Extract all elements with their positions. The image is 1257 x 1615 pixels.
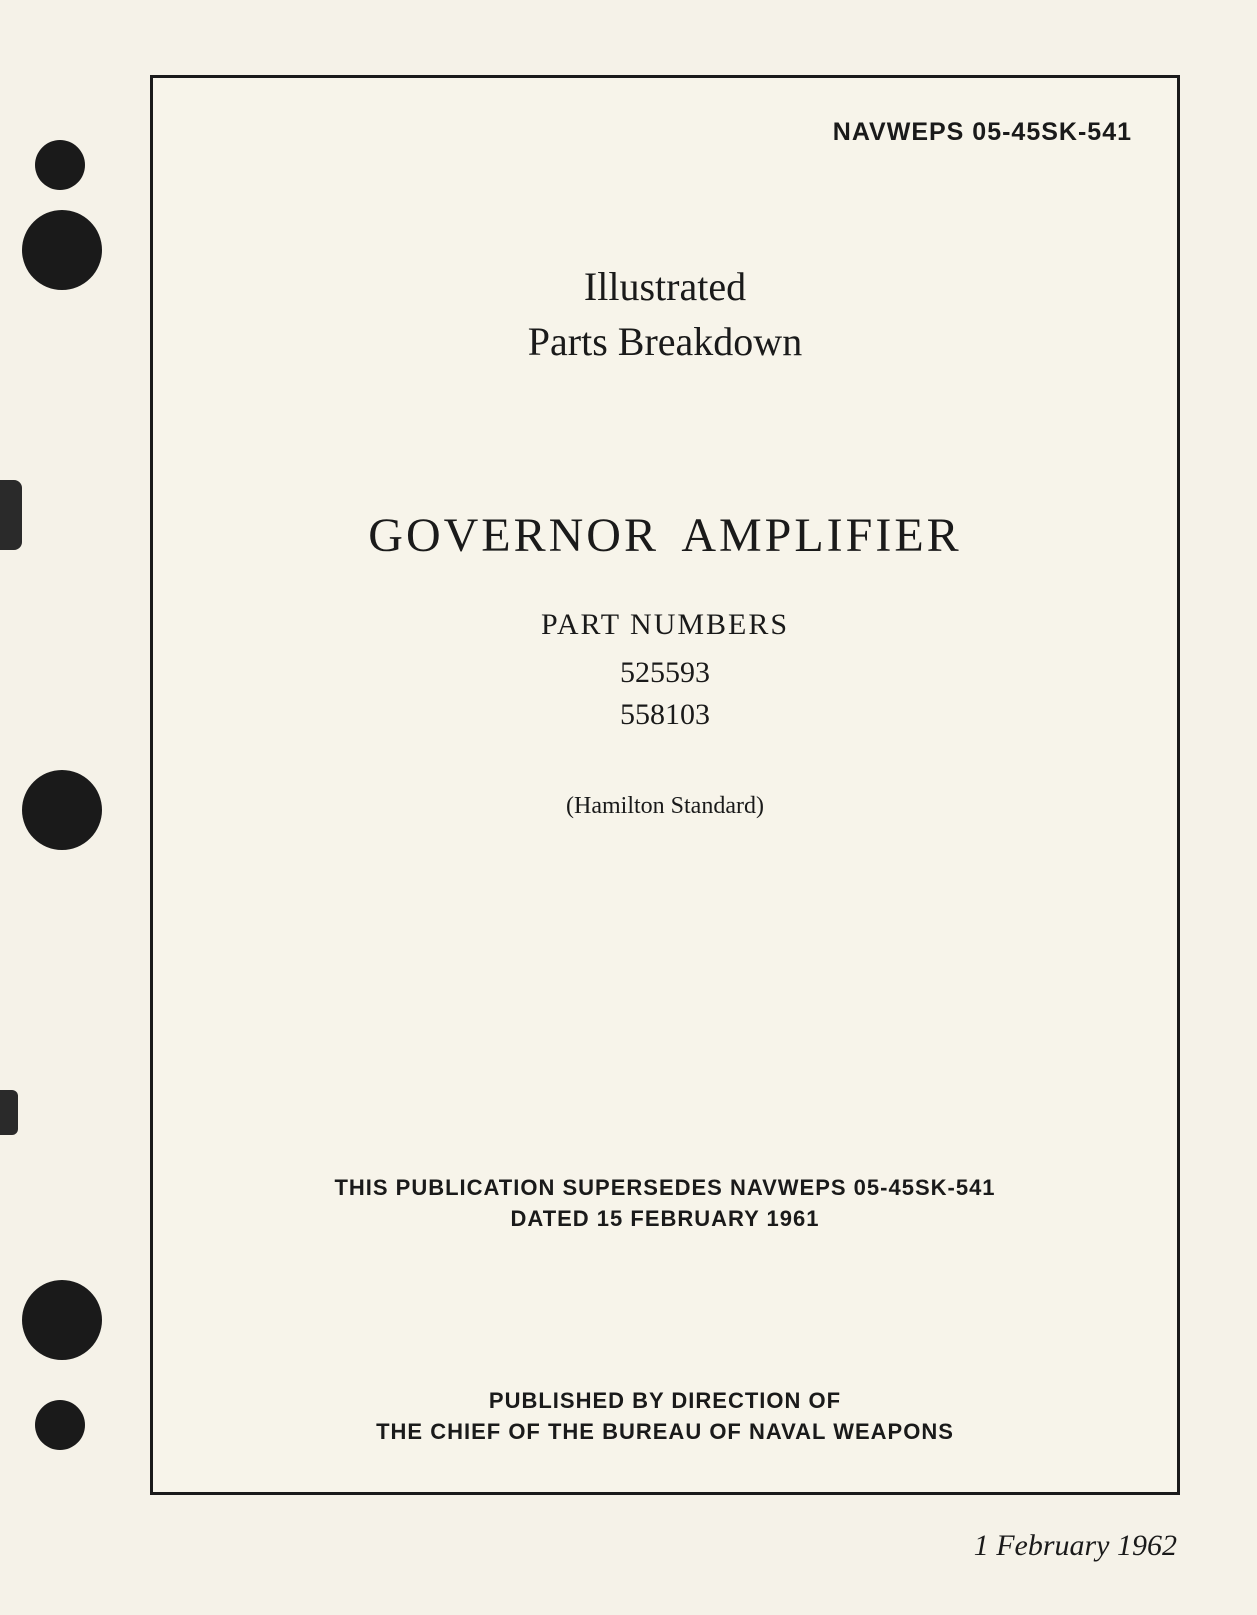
part-number-1: 525593	[153, 656, 1177, 690]
supersedes-block: THIS PUBLICATION SUPERSEDES NAVWEPS 05-4…	[153, 1173, 1177, 1235]
part-numbers-label: PART NUMBERS	[153, 608, 1177, 642]
publication-date: 1 February 1962	[974, 1529, 1177, 1563]
title-line-2: Parts Breakdown	[153, 318, 1177, 365]
supersedes-line-1: THIS PUBLICATION SUPERSEDES NAVWEPS 05-4…	[153, 1173, 1177, 1204]
punch-hole	[22, 1280, 102, 1360]
punch-hole	[22, 210, 102, 290]
main-title: GOVERNOR AMPLIFIER	[153, 508, 1177, 563]
punch-hole	[35, 1400, 85, 1450]
scan-artifact	[0, 480, 22, 550]
part-numbers-block: PART NUMBERS 525593 558103	[153, 608, 1177, 740]
published-line-2: THE CHIEF OF THE BUREAU OF NAVAL WEAPONS	[153, 1417, 1177, 1448]
published-block: PUBLISHED BY DIRECTION OF THE CHIEF OF T…	[153, 1386, 1177, 1448]
part-number-2: 558103	[153, 698, 1177, 732]
document-frame: NAVWEPS 05-45SK-541 Illustrated Parts Br…	[150, 75, 1180, 1495]
punch-hole	[22, 770, 102, 850]
title-block: Illustrated Parts Breakdown	[153, 263, 1177, 365]
supersedes-line-2: DATED 15 FEBRUARY 1961	[153, 1204, 1177, 1235]
title-line-1: Illustrated	[153, 263, 1177, 310]
punch-hole	[35, 140, 85, 190]
document-id: NAVWEPS 05-45SK-541	[833, 118, 1132, 147]
scan-artifact	[0, 1090, 18, 1135]
manufacturer: (Hamilton Standard)	[153, 793, 1177, 820]
published-line-1: PUBLISHED BY DIRECTION OF	[153, 1386, 1177, 1417]
